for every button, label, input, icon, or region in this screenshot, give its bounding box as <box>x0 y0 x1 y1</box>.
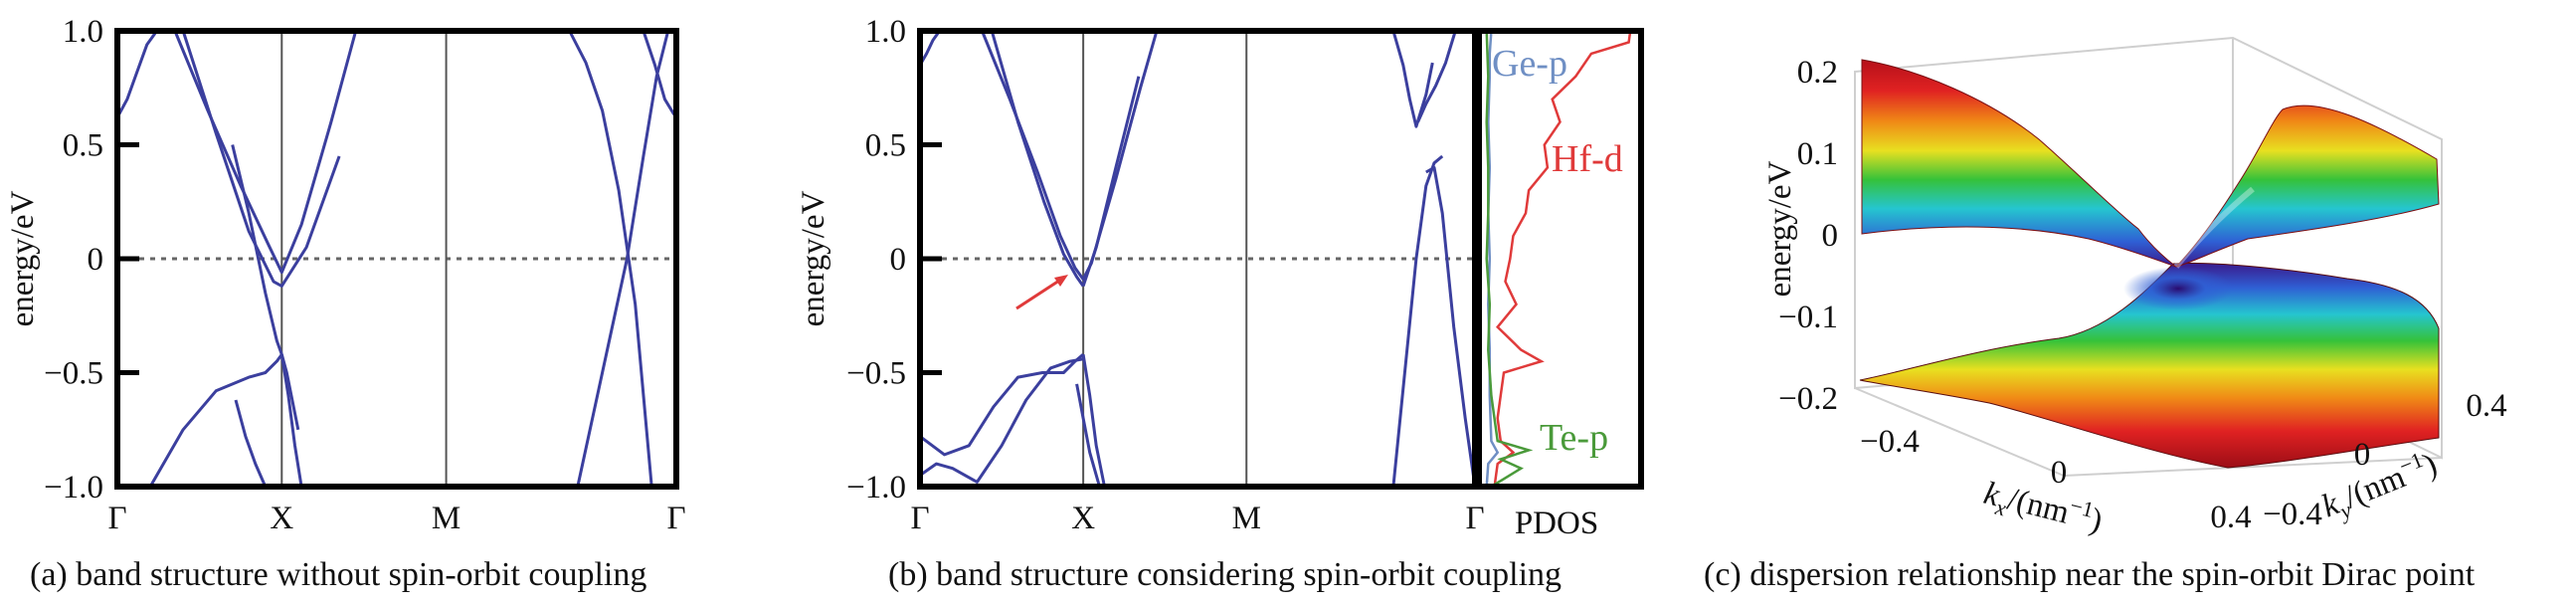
kx-tick-label: 0 <box>2051 455 2068 491</box>
z-tick-label: −0.1 <box>1778 300 1838 335</box>
pdos-axis-label: PDOS <box>1515 505 1598 541</box>
ky-tick-label: 0 <box>2354 437 2371 473</box>
panel-c-dispersion-surface: 0.2 0.1 0 −0.1 −0.2 energy/eV −0.4 0 0.4 −0.4 0… <box>1704 36 2507 593</box>
band-line <box>148 353 283 488</box>
z-tick-label: −0.2 <box>1778 381 1838 417</box>
svg-text:kx/(nm−1): kx/(nm−1) <box>1979 472 2107 544</box>
band-line <box>231 144 300 431</box>
pdos-label-hf-d: Hf-d <box>1552 138 1623 180</box>
band-line <box>279 353 303 488</box>
band-line <box>181 30 341 288</box>
pdos-curve <box>1485 30 1534 489</box>
band-line <box>1081 353 1106 488</box>
band-line <box>173 30 358 275</box>
y-axis-label: energy/eV <box>5 190 41 326</box>
band-line <box>1391 30 1434 128</box>
y-tick-label: 1.0 <box>63 14 103 50</box>
x-tick-label: Γ <box>1465 501 1484 536</box>
kx-tick-label: 0.4 <box>2210 500 2251 535</box>
z-tick-label: 0.2 <box>1797 55 1838 91</box>
pdos-curve <box>1493 30 1632 488</box>
z-tick-label: 0 <box>1822 218 1839 254</box>
band-line <box>919 357 1084 484</box>
x-tick-label: Γ <box>666 501 685 536</box>
pdos-panel: Ge-p Hf-d Te-p PDOS <box>1476 28 1644 541</box>
x-tick-label: M <box>1232 501 1261 536</box>
panel-b-band-structure: 1.0 0.5 0 −0.5 −1.0 Γ X M Γ energy/eV Ge-p Hf-d… <box>796 14 1644 593</box>
band-line <box>1081 76 1141 287</box>
panel-a-band-structure: 1.0 0.5 0 −0.5 −1.0 Γ X M Γ energy/eV (a) band … <box>5 14 686 593</box>
y-tick-label: 0 <box>890 242 907 278</box>
band-line <box>642 30 678 118</box>
x-tick-label: X <box>270 501 293 536</box>
y-tick-label: −1.0 <box>44 470 103 505</box>
band-line <box>568 30 653 488</box>
upper-dirac-cone <box>1861 59 2440 269</box>
band-line <box>115 30 158 118</box>
caption-b: (b) band structure considering spin-orbi… <box>888 556 1562 593</box>
caption-a: (a) band structure without spin-orbit co… <box>30 556 646 593</box>
ky-tick-label: −0.4 <box>2263 497 2322 532</box>
kx-tick-label: −0.4 <box>1860 424 1920 460</box>
y-tick-label: 0.5 <box>865 128 906 164</box>
x-tick-label: X <box>1071 501 1095 536</box>
band-line <box>1425 165 1477 488</box>
y-tick-label: −0.5 <box>44 356 103 392</box>
kx-axis-label: kx/(nm−1) <box>1979 472 2107 544</box>
svg-text:ky/(nm−1): ky/(nm−1) <box>2315 443 2444 529</box>
lower-dirac-cone <box>1859 262 2440 469</box>
band-line <box>1416 30 1457 123</box>
x-tick-label: Γ <box>910 501 929 536</box>
band-line <box>918 29 947 67</box>
ky-axis-label: ky/(nm−1) <box>2315 443 2444 529</box>
band-line <box>981 30 1159 282</box>
pdos-frame <box>1476 28 1644 490</box>
z-axis-label: energy/eV <box>1762 160 1798 297</box>
pdos-label-te-p: Te-p <box>1540 417 1608 459</box>
y-tick-label: −0.5 <box>846 356 906 392</box>
y-axis-label: energy/eV <box>796 190 831 326</box>
band-line <box>1075 383 1101 488</box>
band-line <box>234 399 268 488</box>
crossing-arrow <box>1015 275 1068 310</box>
x-tick-label: Γ <box>107 501 126 536</box>
band-line <box>990 30 1085 288</box>
band-line <box>1391 154 1444 488</box>
pdos-label-ge-p: Ge-p <box>1492 43 1567 85</box>
y-tick-label: 0 <box>88 242 104 278</box>
ky-tick-label: 0.4 <box>2466 388 2506 424</box>
band-line <box>576 30 670 488</box>
y-tick-label: 1.0 <box>865 14 906 50</box>
caption-c: (c) dispersion relationship near the spi… <box>1704 556 2476 593</box>
z-tick-label: 0.1 <box>1797 136 1838 172</box>
y-tick-label: 0.5 <box>63 128 103 164</box>
x-tick-label: M <box>432 501 460 536</box>
y-tick-label: −1.0 <box>846 470 906 505</box>
band-line <box>919 353 1085 457</box>
